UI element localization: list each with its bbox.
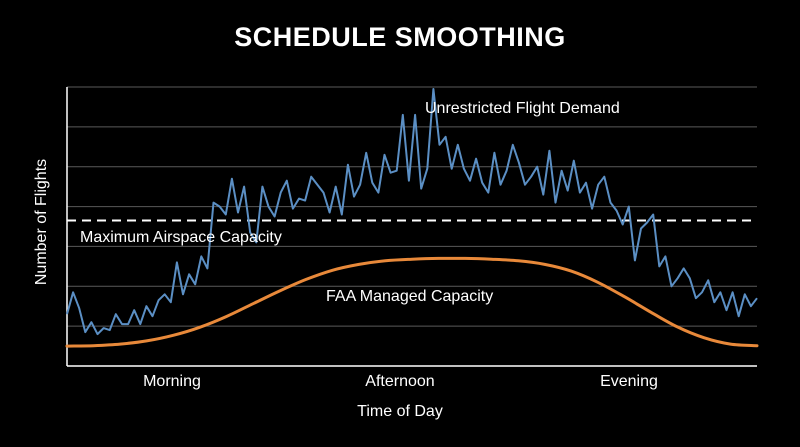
faa-capacity-label: FAA Managed Capacity bbox=[326, 288, 493, 305]
faa-capacity-series-line bbox=[65, 256, 759, 348]
demand-series-label: Unrestricted Flight Demand bbox=[425, 100, 620, 117]
max-capacity-label: Maximum Airspace Capacity bbox=[80, 229, 282, 246]
chart-title: SCHEDULE SMOOTHING bbox=[234, 22, 566, 52]
x-tick-label-afternoon: Afternoon bbox=[365, 373, 434, 390]
y-axis-label: Number of Flights bbox=[33, 159, 50, 285]
x-tick-label-evening: Evening bbox=[600, 373, 658, 390]
x-tick-label-morning: Morning bbox=[143, 373, 201, 390]
demand-series-line bbox=[66, 88, 758, 336]
x-axis-label: Time of Day bbox=[357, 403, 443, 420]
